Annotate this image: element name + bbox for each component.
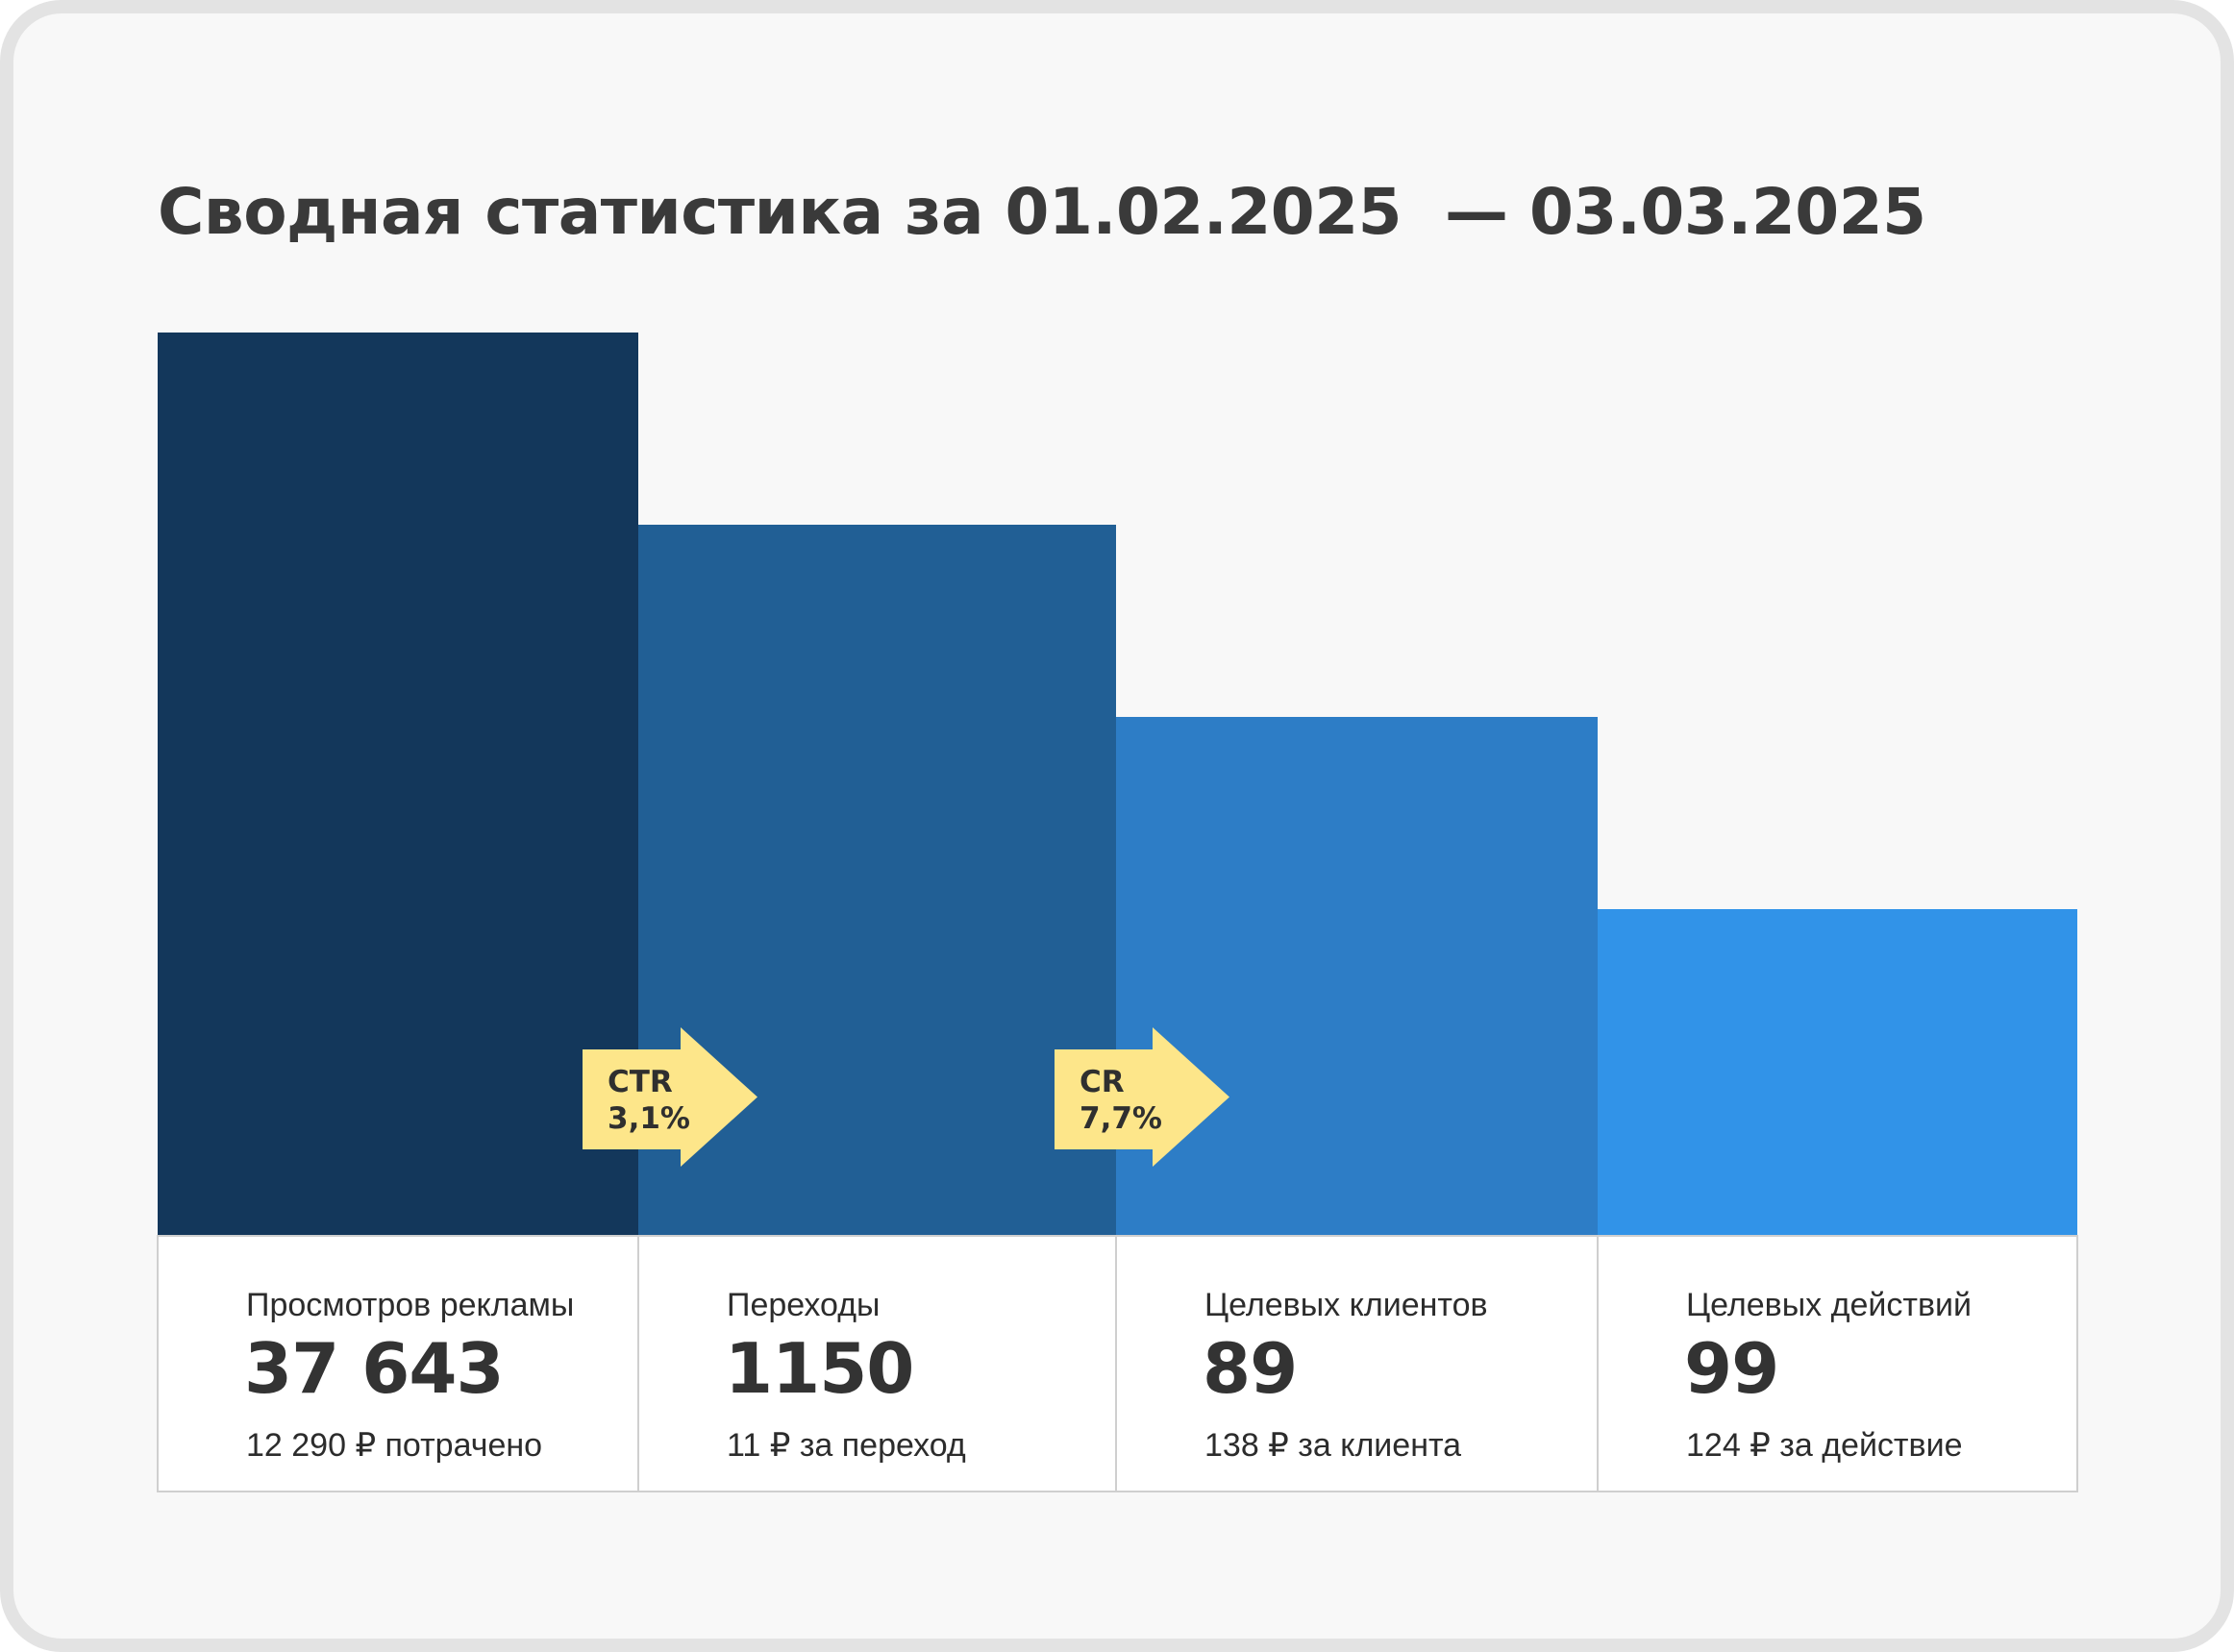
conversion-arrow-ctr (583, 1027, 757, 1167)
funnel-bar-1 (158, 333, 638, 1236)
conversion-metric-value: 3,1% (608, 1101, 690, 1136)
conversion-metric-name: CR (1080, 1065, 1125, 1099)
stats-table (157, 1235, 2078, 1492)
conversion-arrow-cr (1055, 1027, 1229, 1167)
funnel-bar-4 (1598, 909, 2077, 1236)
category-value-4: 99 (1684, 1328, 1779, 1409)
category-cost-4: 124 ₽ за действие (1686, 1427, 1963, 1464)
conversion-label-ctr: CTR 3,1% (608, 1064, 690, 1137)
category-value-2: 1150 (725, 1328, 914, 1409)
category-cost-2: 11 ₽ за переход (727, 1427, 966, 1464)
page-title: Сводная статистика за 01.02.2025 — 03.03… (158, 175, 1926, 249)
conversion-label-cr: CR 7,7% (1080, 1064, 1162, 1137)
category-label-4: Целевых действий (1686, 1287, 1972, 1323)
conversion-metric-name: CTR (608, 1065, 673, 1099)
category-label-1: Просмотров рекламы (246, 1287, 575, 1323)
conversion-metric-value: 7,7% (1080, 1101, 1162, 1136)
category-label-3: Целевых клиентов (1204, 1287, 1488, 1323)
category-label-2: Переходы (727, 1287, 881, 1323)
category-cost-1: 12 290 ₽ потрачено (246, 1427, 543, 1464)
funnel-chart (157, 333, 2078, 1492)
category-value-3: 89 (1203, 1328, 1298, 1409)
category-value-1: 37 643 (244, 1328, 505, 1409)
funnel-bar-3 (1116, 717, 1598, 1236)
category-cost-3: 138 ₽ за клиента (1204, 1427, 1462, 1464)
